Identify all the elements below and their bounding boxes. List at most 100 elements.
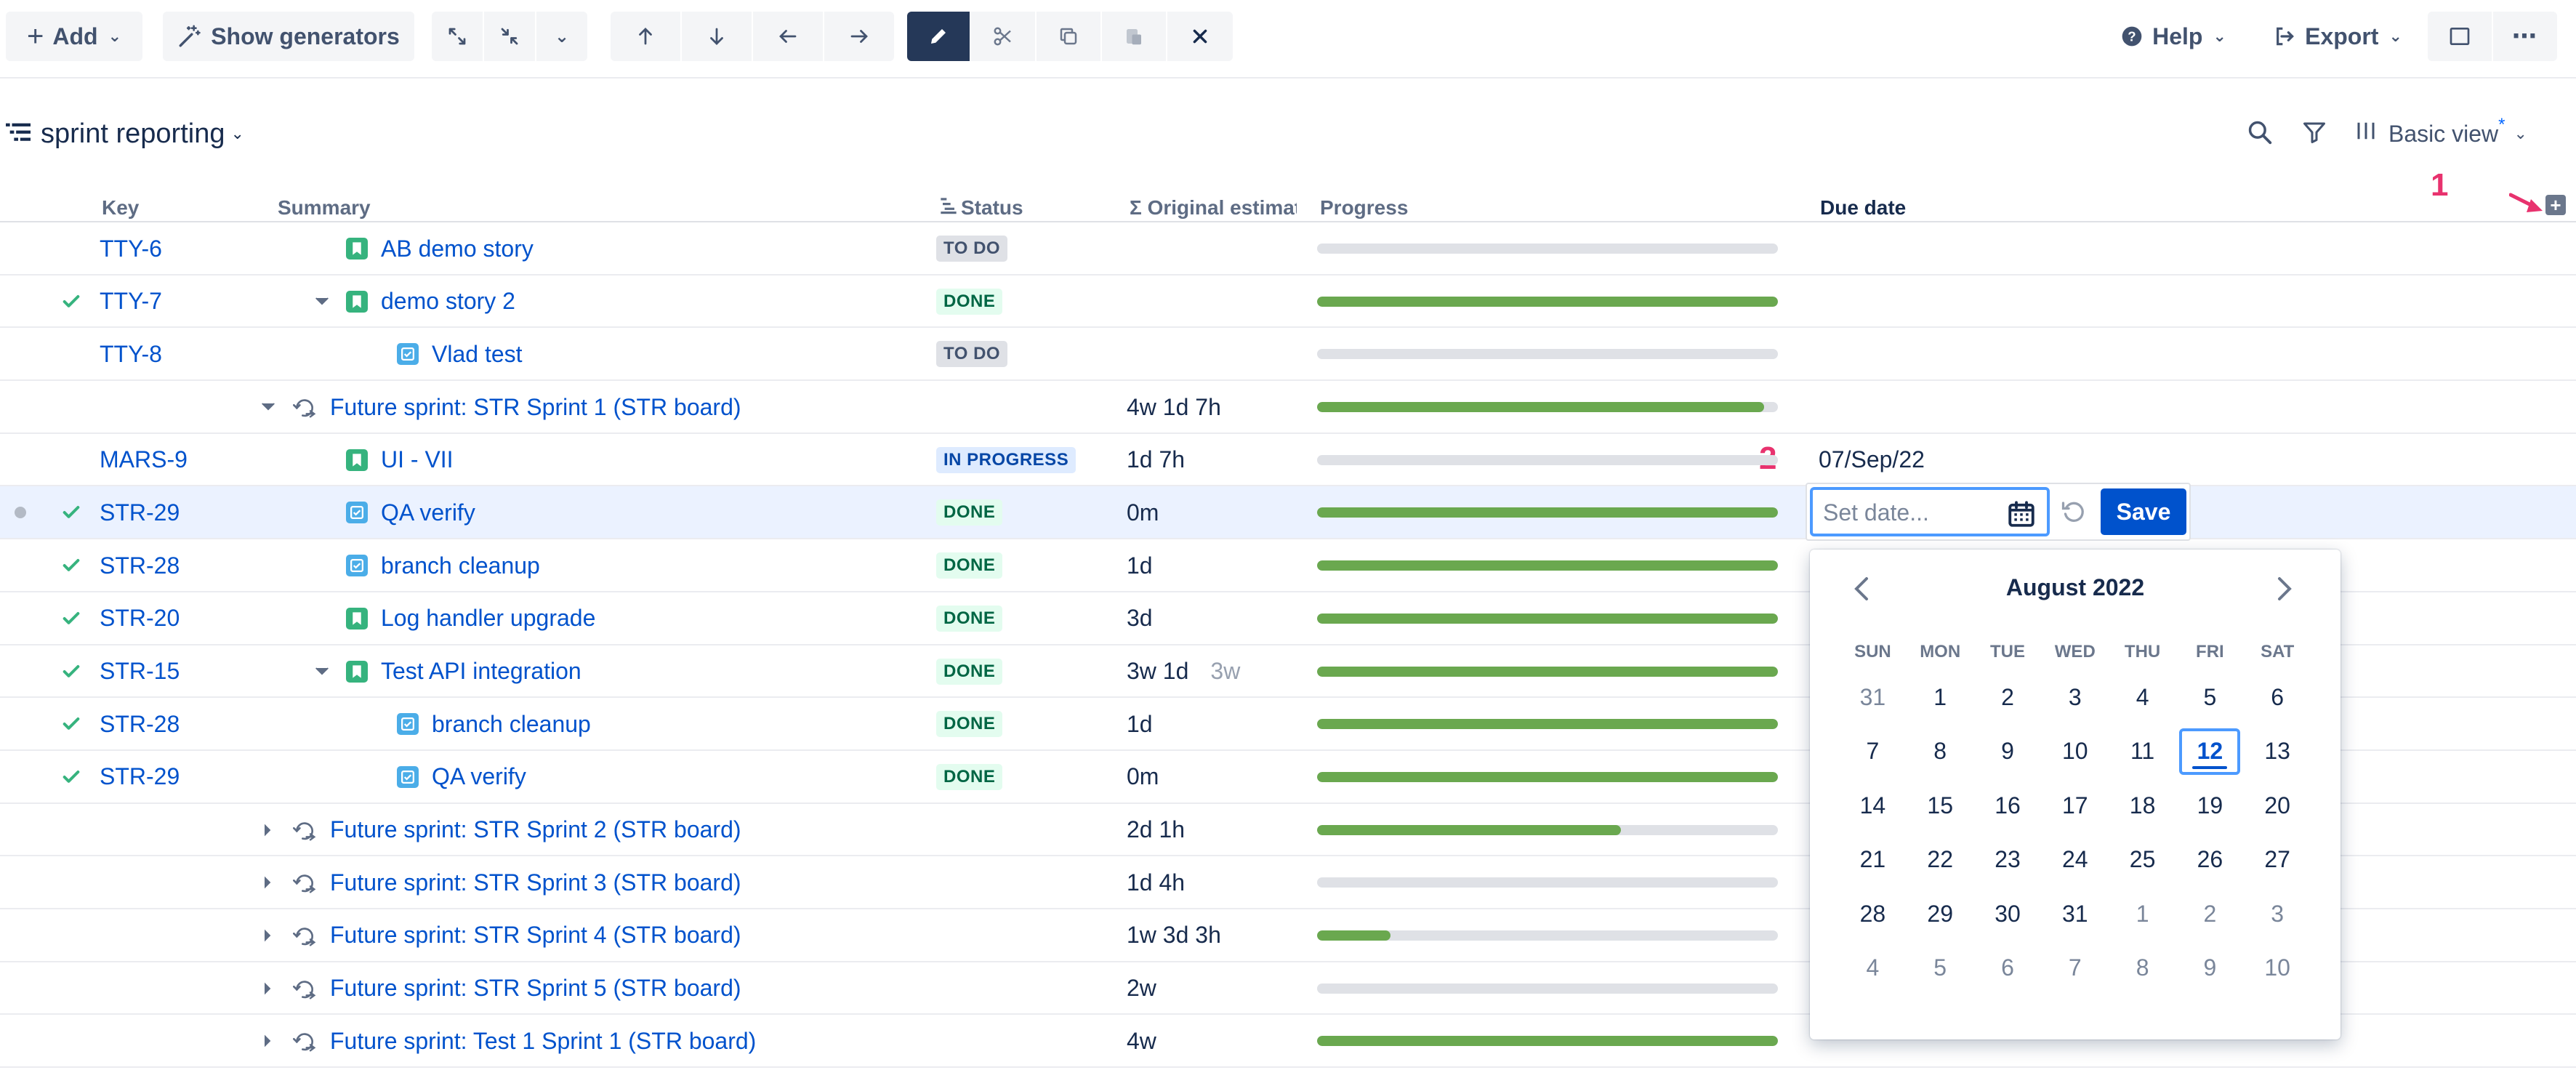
calendar-day[interactable]: 10 <box>2041 725 2109 779</box>
calendar-day[interactable]: 3 <box>2244 887 2311 941</box>
calendar-day[interactable]: 14 <box>1839 779 1907 833</box>
issue-key-link[interactable]: STR-28 <box>100 710 180 737</box>
calendar-day[interactable]: 27 <box>2244 833 2311 888</box>
calendar-day[interactable]: 7 <box>1839 725 1907 779</box>
expand-row-icon[interactable] <box>257 875 279 890</box>
table-row[interactable]: Future sprint: STR Sprint 2 (STR board) 2… <box>0 804 2576 857</box>
issue-key-link[interactable]: STR-28 <box>100 552 180 579</box>
calendar-day[interactable]: 24 <box>2041 833 2109 888</box>
structure-selector[interactable]: sprint reporting ⌄ <box>6 113 244 154</box>
calendar-day[interactable]: 17 <box>2041 779 2109 833</box>
calendar-day[interactable]: 23 <box>1974 833 2042 888</box>
column-header-status[interactable]: Status <box>941 193 1023 222</box>
date-input[interactable] <box>1823 499 1997 526</box>
calendar-day[interactable]: 4 <box>1839 941 1907 996</box>
calendar-day[interactable]: 9 <box>2176 941 2244 996</box>
issue-key-link[interactable]: STR-15 <box>100 658 180 684</box>
calendar-day[interactable]: 8 <box>2109 941 2176 996</box>
expand-row-icon[interactable] <box>257 928 279 943</box>
summary-link[interactable]: AB demo story <box>381 235 534 262</box>
calendar-day[interactable]: 28 <box>1839 887 1907 941</box>
issue-key-link[interactable]: STR-29 <box>100 763 180 790</box>
calendar-day[interactable]: 1 <box>2109 887 2176 941</box>
calendar-day[interactable]: 9 <box>1974 725 2042 779</box>
calendar-icon[interactable] <box>2006 499 2037 533</box>
summary-link[interactable]: branch cleanup <box>432 710 591 737</box>
collapse-all-button[interactable] <box>484 12 535 61</box>
summary-link[interactable]: Future sprint: STR Sprint 5 (STR board) <box>330 975 741 1002</box>
row-drag-handle[interactable] <box>15 486 26 539</box>
panel-toggle-button[interactable] <box>2428 12 2492 61</box>
calendar-day[interactable]: 6 <box>1974 941 2042 996</box>
edit-button[interactable] <box>907 12 970 61</box>
table-row[interactable]: MARS-9 UI - VII IN PROGRESS 1d 7h 07/Sep/22 <box>0 434 2576 487</box>
calendar-day[interactable]: 31 <box>1839 670 1907 725</box>
move-up-button[interactable] <box>611 12 680 61</box>
issue-key-link[interactable]: STR-29 <box>100 499 180 526</box>
column-header-summary[interactable]: Summary <box>278 196 371 219</box>
table-row[interactable]: TTY-8 Vlad test TO DO <box>0 328 2576 382</box>
table-row[interactable]: Future sprint: STR Sprint 4 (STR board) 1… <box>0 909 2576 962</box>
collapse-row-icon[interactable] <box>257 402 279 412</box>
calendar-day[interactable]: 16 <box>1974 779 2042 833</box>
calendar-day[interactable]: 30 <box>1974 887 2042 941</box>
calendar-day[interactable]: 5 <box>1907 941 1974 996</box>
calendar-day[interactable]: 20 <box>2244 779 2311 833</box>
column-header-due-date[interactable]: Due date <box>1820 196 1907 219</box>
issue-key-link[interactable]: MARS-9 <box>100 446 188 473</box>
collapse-row-icon[interactable] <box>311 667 333 677</box>
calendar-day[interactable]: 2 <box>1974 670 2042 725</box>
issue-key-link[interactable]: TTY-6 <box>100 235 162 262</box>
table-row[interactable]: TTY-6 AB demo story TO DO <box>0 222 2576 275</box>
expand-all-button[interactable] <box>432 12 483 61</box>
summary-link[interactable]: branch cleanup <box>381 552 540 579</box>
calendar-day[interactable]: 15 <box>1907 779 1974 833</box>
summary-link[interactable]: QA verify <box>381 499 475 526</box>
expand-options-button[interactable]: ⌄ <box>536 12 587 61</box>
calendar-day[interactable]: 31 <box>2041 887 2109 941</box>
table-row[interactable]: STR-28 branch cleanup DONE 1d <box>0 539 2576 592</box>
table-row[interactable]: STR-29 QA verify DONE 0m <box>0 751 2576 804</box>
table-row[interactable]: Future sprint: STR Sprint 5 (STR board) 2… <box>0 962 2576 1015</box>
calendar-day[interactable]: 25 <box>2109 833 2176 888</box>
summary-link[interactable]: Future sprint: STR Sprint 1 (STR board) <box>330 393 741 420</box>
view-selector[interactable]: Basic view * ⌄ <box>2355 113 2527 154</box>
summary-link[interactable]: UI - VII <box>381 446 454 473</box>
reset-icon[interactable] <box>2060 499 2086 528</box>
summary-link[interactable]: Future sprint: STR Sprint 3 (STR board) <box>330 869 741 896</box>
table-row[interactable]: Future sprint: STR Sprint 3 (STR board) 1… <box>0 856 2576 909</box>
calendar-day[interactable]: 1 <box>1907 670 1974 725</box>
column-header-estimate[interactable]: Σ Original estimate <box>1130 196 1297 219</box>
cut-button[interactable] <box>971 12 1035 61</box>
previous-month-icon[interactable] <box>1851 574 1874 611</box>
calendar-day[interactable]: 26 <box>2176 833 2244 888</box>
summary-link[interactable]: Vlad test <box>432 340 523 367</box>
summary-link[interactable]: Future sprint: STR Sprint 4 (STR board) <box>330 922 741 949</box>
calendar-day[interactable]: 6 <box>2244 670 2311 725</box>
calendar-day[interactable]: 3 <box>2041 670 2109 725</box>
calendar-day[interactable]: 29 <box>1907 887 1974 941</box>
calendar-day[interactable]: 22 <box>1907 833 1974 888</box>
calendar-day[interactable]: 13 <box>2244 725 2311 779</box>
calendar-day-selected[interactable]: 12 <box>2176 725 2244 779</box>
table-row[interactable]: STR-20 Log handler upgrade DONE 3d <box>0 592 2576 645</box>
issue-key-link[interactable]: TTY-8 <box>100 340 162 367</box>
column-header-progress[interactable]: Progress <box>1320 196 1409 219</box>
export-button[interactable]: Export ⌄ <box>2265 12 2410 61</box>
search-button[interactable] <box>2246 113 2274 154</box>
due-date-value[interactable]: 07/Sep/22 <box>1819 446 1925 473</box>
calendar-day[interactable]: 21 <box>1839 833 1907 888</box>
summary-link[interactable]: Test API integration <box>381 658 581 684</box>
more-options-button[interactable]: ⋯ <box>2493 12 2557 61</box>
collapse-row-icon[interactable] <box>311 297 333 307</box>
column-header-key[interactable]: Key <box>102 196 140 219</box>
calendar-day[interactable]: 8 <box>1907 725 1974 779</box>
delete-button[interactable] <box>1167 12 1233 61</box>
help-button[interactable]: ? Help ⌄ <box>2108 12 2239 61</box>
show-generators-button[interactable]: Show generators <box>163 12 414 61</box>
summary-link[interactable]: demo story 2 <box>381 288 515 315</box>
table-row[interactable]: STR-28 branch cleanup DONE 1d <box>0 698 2576 751</box>
paste-button[interactable] <box>1102 12 1166 61</box>
table-row[interactable]: TTY-7 demo story 2 DONE <box>0 275 2576 329</box>
calendar-day[interactable]: 5 <box>2176 670 2244 725</box>
